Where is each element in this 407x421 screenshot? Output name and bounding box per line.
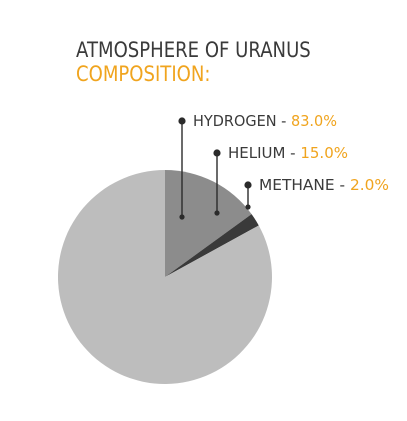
chart-title-line2: COMPOSITION: (76, 62, 211, 86)
slice-label-value-helium: 15.0% (300, 144, 348, 162)
pie-slice-methane (165, 214, 259, 277)
slice-label-value-hydrogen: 83.0% (291, 112, 337, 130)
callout-dot-top-helium (213, 149, 221, 157)
slice-label-name-hydrogen: HYDROGEN - (193, 112, 291, 130)
chart-title-line1: ATMOSPHERE OF URANUS (76, 38, 311, 62)
slice-label-helium: HELIUM - 15.0% (228, 144, 348, 162)
slice-label-name-methane: METHANE - (259, 176, 350, 194)
pie-slice-helium (165, 170, 252, 277)
callout-dot-bottom-methane (245, 204, 251, 210)
slice-label-value-methane: 2.0% (350, 176, 389, 194)
pie-slice-hydrogen (57, 169, 272, 384)
slice-label-name-helium: HELIUM - (228, 144, 300, 162)
callout-dot-top-methane (244, 181, 252, 189)
slice-label-hydrogen: HYDROGEN - 83.0% (193, 112, 337, 130)
slice-label-methane: METHANE - 2.0% (259, 176, 389, 194)
chart-title: ATMOSPHERE OF URANUS COMPOSITION: (76, 38, 311, 86)
callout-dot-bottom-helium (214, 210, 220, 216)
callout-dot-bottom-hydrogen (179, 214, 185, 220)
callout-dot-top-hydrogen (178, 117, 186, 125)
